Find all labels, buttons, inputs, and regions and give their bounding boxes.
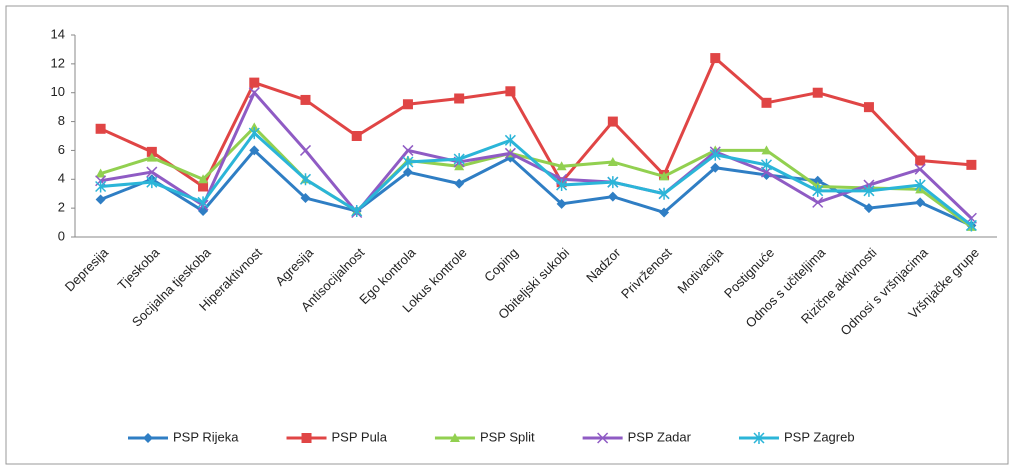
marker [300,94,311,105]
marker [710,53,721,64]
y-tick-label: 10 [51,84,65,99]
y-tick-label: 4 [58,171,65,186]
marker [761,145,772,155]
marker [454,161,465,171]
marker [556,161,567,171]
legend-marker [449,433,460,442]
y-tick-label: 8 [58,113,65,128]
marker [249,145,260,156]
marker [914,179,926,192]
legend-label: PSP Split [480,429,535,444]
marker [915,155,926,166]
marker [914,163,926,175]
marker [607,176,619,189]
line [99,55,972,189]
marker [351,131,362,141]
marker [812,184,824,197]
marker [198,174,209,184]
marker [915,197,926,208]
marker [300,193,311,204]
marker [658,187,670,200]
legend-marker [301,433,312,443]
marker [556,198,567,209]
series [95,53,977,192]
marker [95,168,106,178]
marker [402,144,414,156]
line [100,130,973,227]
marker [607,156,618,166]
marker [95,123,106,134]
marker [709,148,721,161]
line [100,89,973,220]
y-tick-label: 12 [51,55,65,70]
legend-label: PSP Rijeka [173,429,239,444]
marker [402,99,413,110]
marker [710,162,721,173]
marker [453,153,465,166]
marker [812,196,824,208]
legend-marker [753,432,765,444]
y-tick-label: 0 [58,228,65,243]
legend-label: PSP Zadar [628,429,692,444]
marker [249,77,260,88]
marker [248,87,260,99]
marker [248,127,260,140]
marker [402,155,414,168]
marker [299,144,312,156]
marker [197,196,209,209]
marker [556,179,568,192]
marker [607,116,618,127]
marker [504,147,516,159]
marker [351,205,363,218]
marker [863,184,875,197]
legend-marker [143,433,153,443]
marker [505,86,516,97]
marker [146,152,157,162]
marker [198,181,209,192]
marker [146,166,158,178]
marker [146,146,157,157]
marker [95,180,107,193]
marker [812,87,823,98]
marker [761,97,772,108]
marker [454,93,465,104]
series [95,127,977,232]
marker [454,178,465,189]
legend-marker [597,432,609,444]
marker [966,159,977,170]
y-tick-label: 2 [58,200,65,215]
marker [299,173,312,186]
marker [760,158,773,171]
marker [146,176,158,189]
marker [659,171,670,181]
legend-label: PSP Pula [332,429,388,444]
y-tick-label: 14 [51,26,65,41]
marker [863,203,874,214]
legend-label: PSP Zagreb [784,429,855,444]
marker [249,122,260,132]
chart-border [5,5,1009,465]
y-tick-label: 6 [58,142,65,157]
marker [659,207,670,218]
marker [607,191,618,202]
marker [95,194,106,205]
marker [504,134,516,147]
line [100,125,973,229]
marker [402,167,413,178]
marker [965,219,977,232]
marker [863,102,874,113]
